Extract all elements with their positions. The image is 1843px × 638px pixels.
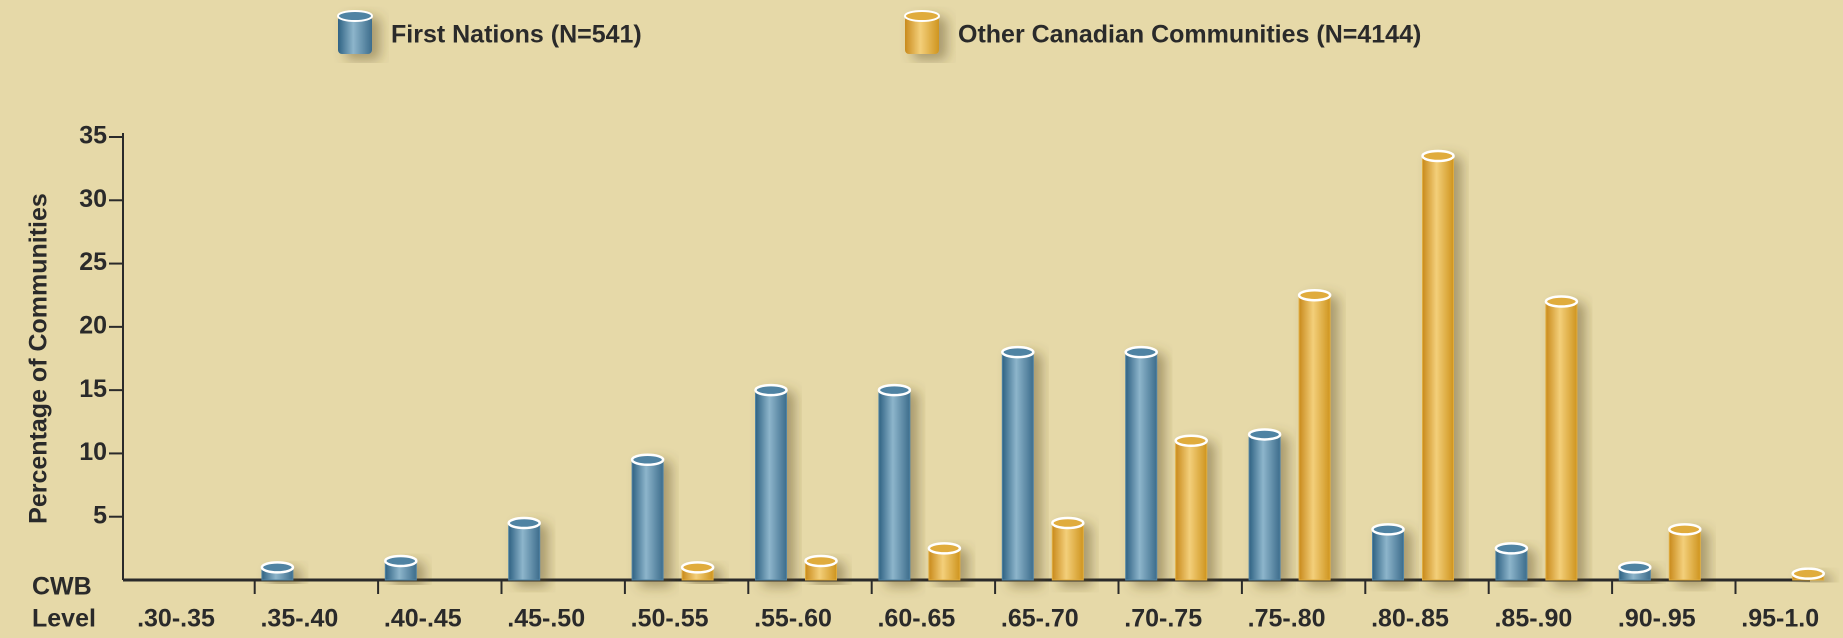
y-tick-label: 20 <box>79 311 107 339</box>
bar <box>1494 542 1529 581</box>
legend-label: First Nations (N=541) <box>391 21 642 49</box>
bar <box>754 383 788 581</box>
legend-label: Other Canadian Communities (N=4144) <box>958 21 1421 49</box>
x-tick-label: .45-.50 <box>507 605 585 633</box>
bar <box>804 554 838 581</box>
bar <box>1247 428 1282 581</box>
bar <box>927 542 962 581</box>
bar <box>260 561 295 581</box>
bar <box>680 561 715 581</box>
y-tick-label: 15 <box>79 375 107 403</box>
x-tick-label: .90-.95 <box>1618 605 1696 633</box>
bar <box>507 516 541 581</box>
x-tick-label: .55-.60 <box>754 605 832 633</box>
bar <box>1544 295 1579 581</box>
x-tick-label: .65-.70 <box>1001 605 1079 633</box>
legend-swatch <box>337 10 373 54</box>
y-tick-label: 35 <box>79 122 107 150</box>
x-tick-label: .80-.85 <box>1371 605 1449 633</box>
bar <box>384 554 418 581</box>
y-tick-label: 30 <box>79 185 107 213</box>
bar <box>1618 561 1652 581</box>
bar <box>877 383 912 581</box>
x-tick-label: .50-.55 <box>631 605 709 633</box>
bar <box>1001 345 1035 581</box>
x-tick-label: .30-.35 <box>137 605 215 633</box>
x-tick-label: .60-.65 <box>877 605 955 633</box>
y-tick-label: 5 <box>93 501 107 529</box>
x-tick-label: .40-.45 <box>384 605 462 633</box>
y-tick-label: 25 <box>79 248 107 276</box>
x-axis-label: CWB <box>32 573 92 601</box>
y-tick-label: 10 <box>79 438 107 466</box>
x-tick-label: .85-.90 <box>1494 605 1572 633</box>
x-tick-label: .70-.75 <box>1124 605 1202 633</box>
bar <box>1668 523 1702 581</box>
bar <box>630 453 665 581</box>
x-tick-label: .75-.80 <box>1248 605 1326 633</box>
bar <box>1371 523 1405 581</box>
bar <box>1297 288 1332 581</box>
bar <box>1174 434 1208 581</box>
bar <box>1791 567 1825 581</box>
bar <box>1124 345 1158 581</box>
x-axis-label: Level <box>32 605 96 633</box>
bar <box>1051 516 1085 581</box>
y-axis-label: Percentage of Communities <box>25 193 53 524</box>
legend-swatch <box>904 10 940 54</box>
bar <box>1421 149 1455 581</box>
x-tick-label: .35-.40 <box>260 605 338 633</box>
x-tick-label: .95-1.0 <box>1741 605 1819 633</box>
